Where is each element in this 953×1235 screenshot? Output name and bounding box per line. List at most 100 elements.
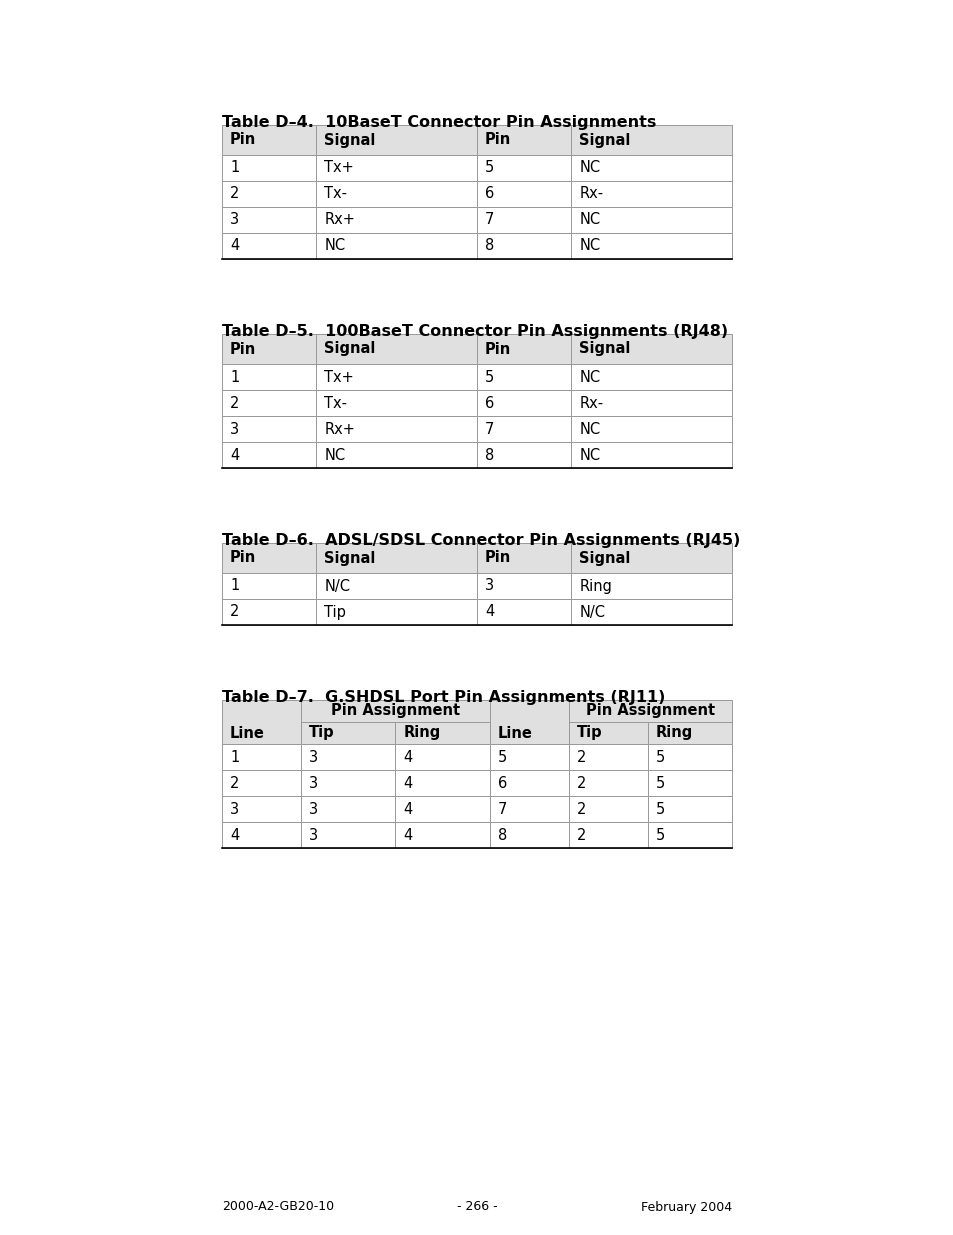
Text: 5: 5 — [497, 750, 506, 764]
Text: 2: 2 — [577, 827, 585, 842]
Text: Table D–6.  ADSL/SDSL Connector Pin Assignments (RJ45): Table D–6. ADSL/SDSL Connector Pin Assig… — [222, 534, 740, 548]
Text: 2: 2 — [230, 604, 239, 620]
Bar — [316, 442, 476, 468]
Text: 4: 4 — [230, 238, 239, 253]
Bar — [476, 599, 571, 625]
Text: 3: 3 — [309, 802, 318, 816]
Bar — [301, 700, 489, 722]
Bar — [476, 442, 571, 468]
Text: Line: Line — [497, 725, 532, 741]
Text: 1: 1 — [230, 161, 239, 175]
Bar — [571, 233, 731, 259]
Text: Tx-: Tx- — [324, 395, 347, 410]
Bar — [222, 207, 316, 233]
Bar — [222, 543, 316, 573]
Text: 1: 1 — [230, 750, 239, 764]
Text: 3: 3 — [484, 578, 494, 594]
Bar — [222, 743, 301, 769]
Bar — [222, 333, 316, 364]
Text: 5: 5 — [655, 750, 664, 764]
Bar — [222, 156, 316, 182]
Text: Signal: Signal — [578, 132, 630, 147]
Bar — [395, 769, 489, 797]
Text: 5: 5 — [484, 161, 494, 175]
Text: 4: 4 — [230, 447, 239, 462]
Text: Ring: Ring — [403, 725, 440, 741]
Text: 3: 3 — [230, 802, 239, 816]
Text: Pin: Pin — [230, 132, 256, 147]
Bar — [571, 156, 731, 182]
Text: Ring: Ring — [578, 578, 612, 594]
Text: Table D–7.  G.SHDSL Port Pin Assignments (RJ11): Table D–7. G.SHDSL Port Pin Assignments … — [222, 690, 664, 705]
Text: N/C: N/C — [578, 604, 605, 620]
Text: Signal: Signal — [578, 342, 630, 357]
Text: 4: 4 — [403, 776, 413, 790]
Bar — [301, 797, 395, 823]
Bar — [395, 722, 489, 743]
Bar — [571, 416, 731, 442]
Bar — [316, 156, 476, 182]
Bar — [571, 573, 731, 599]
Bar — [301, 743, 395, 769]
Text: NC: NC — [578, 238, 599, 253]
Text: Tip: Tip — [577, 725, 601, 741]
Bar — [316, 333, 476, 364]
Bar — [316, 390, 476, 416]
Bar — [568, 743, 647, 769]
Text: 4: 4 — [403, 827, 413, 842]
Bar — [316, 416, 476, 442]
Text: Pin: Pin — [230, 551, 256, 566]
Text: 7: 7 — [484, 421, 494, 436]
Text: Pin Assignment: Pin Assignment — [331, 704, 459, 719]
Bar — [476, 156, 571, 182]
Bar — [489, 743, 568, 769]
Text: N/C: N/C — [324, 578, 350, 594]
Text: 8: 8 — [497, 827, 506, 842]
Bar — [571, 390, 731, 416]
Text: 4: 4 — [403, 750, 413, 764]
Text: 6: 6 — [484, 395, 494, 410]
Text: Rx-: Rx- — [578, 395, 603, 410]
Bar — [476, 207, 571, 233]
Bar — [301, 722, 395, 743]
Bar — [395, 823, 489, 848]
Bar — [647, 722, 731, 743]
Text: Pin: Pin — [230, 342, 256, 357]
Text: NC: NC — [578, 161, 599, 175]
Text: Tx+: Tx+ — [324, 161, 354, 175]
Text: 6: 6 — [497, 776, 506, 790]
Text: Table D–4.  10BaseT Connector Pin Assignments: Table D–4. 10BaseT Connector Pin Assignm… — [222, 115, 656, 130]
Bar — [571, 543, 731, 573]
Bar — [222, 573, 316, 599]
Bar — [222, 233, 316, 259]
Text: 5: 5 — [484, 369, 494, 384]
Bar — [571, 442, 731, 468]
Text: Ring: Ring — [655, 725, 693, 741]
Bar — [568, 823, 647, 848]
Text: 2: 2 — [230, 776, 239, 790]
Bar — [395, 743, 489, 769]
Text: - 266 -: - 266 - — [456, 1200, 497, 1214]
Text: 2: 2 — [230, 395, 239, 410]
Text: 3: 3 — [230, 212, 239, 227]
Bar — [476, 233, 571, 259]
Bar — [571, 207, 731, 233]
Text: Pin Assignment: Pin Assignment — [585, 704, 714, 719]
Text: 6: 6 — [484, 186, 494, 201]
Bar — [647, 797, 731, 823]
Bar — [476, 182, 571, 207]
Bar — [316, 543, 476, 573]
Bar — [476, 333, 571, 364]
Text: 4: 4 — [403, 802, 413, 816]
Bar — [571, 125, 731, 156]
Bar — [222, 823, 301, 848]
Bar — [489, 700, 568, 743]
Text: Tx-: Tx- — [324, 186, 347, 201]
Bar — [301, 769, 395, 797]
Bar — [571, 333, 731, 364]
Text: NC: NC — [578, 369, 599, 384]
Text: 7: 7 — [484, 212, 494, 227]
Bar — [222, 416, 316, 442]
Text: 3: 3 — [230, 421, 239, 436]
Text: 7: 7 — [497, 802, 507, 816]
